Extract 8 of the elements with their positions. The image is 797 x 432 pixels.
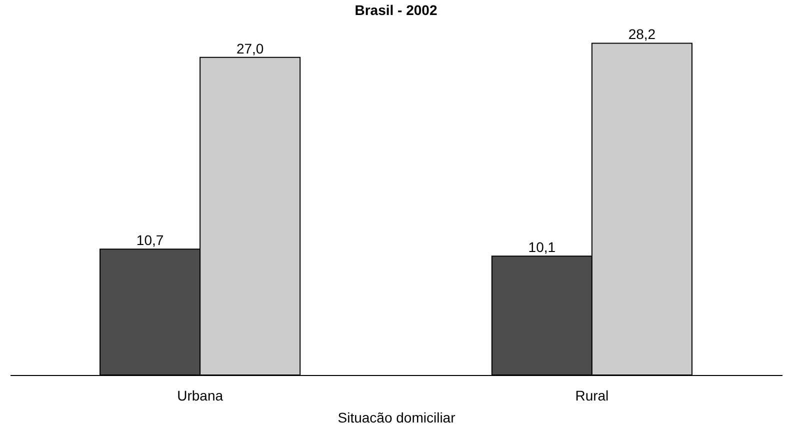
x-axis-title: Situacão domiciliar [338,410,456,426]
data-label: 10,7 [136,232,164,248]
x-tick-label: Rural [575,388,609,404]
chart-title: Brasil - 2002 [354,2,438,18]
x-tick-label: Urbana [177,388,224,404]
data-label: 28,2 [628,26,656,42]
data-label: 10,1 [528,239,556,256]
data-label: 27,0 [236,40,264,56]
